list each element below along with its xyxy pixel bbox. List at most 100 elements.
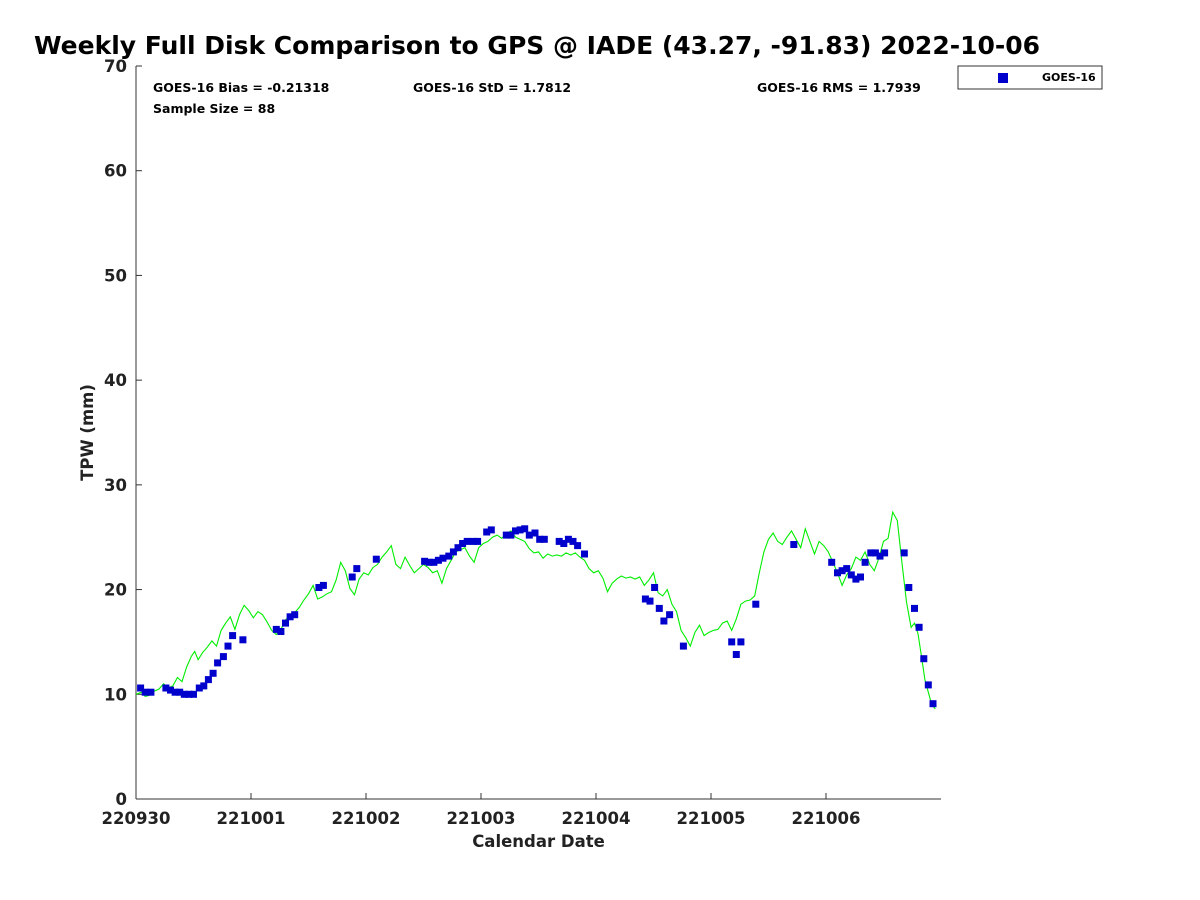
goes16-point [555, 537, 563, 545]
goes16-point [905, 584, 913, 591]
goes16-point [483, 528, 491, 536]
goes16-point [920, 655, 928, 663]
y-tick-label: 70 [104, 57, 127, 76]
goes16-point [881, 549, 889, 557]
goes16-point [536, 535, 544, 543]
goes16-point [867, 549, 875, 557]
goes16-point [560, 540, 568, 547]
goes-series-points [137, 525, 937, 708]
goes16-point [282, 619, 289, 627]
goes16-point [838, 567, 846, 575]
goes16-point [141, 688, 149, 696]
goes16-point [752, 600, 760, 608]
goes16-point [525, 531, 533, 539]
goes16-point [474, 537, 482, 545]
goes16-point [521, 525, 529, 533]
goes16-point [507, 531, 515, 539]
goes16-point [871, 549, 879, 557]
chart-title: Weekly Full Disk Comparison to GPS @ IAD… [34, 31, 1040, 60]
x-axis-label: Calendar Date [472, 832, 605, 851]
stat-rms: GOES-16 RMS = 1.7939 [757, 80, 921, 95]
goes16-point [454, 544, 462, 552]
stat-std: GOES-16 StD = 1.7812 [413, 80, 571, 95]
goes16-point [469, 537, 477, 545]
goes16-point [929, 700, 937, 708]
goes16-point [915, 623, 923, 631]
goes16-point [641, 595, 649, 603]
x-tick-label: 221003 [447, 809, 516, 828]
goes16-point [229, 632, 237, 640]
goes16-point [180, 690, 188, 698]
goes16-point [190, 690, 197, 698]
goes16-point [147, 688, 155, 696]
goes16-point [162, 684, 170, 692]
goes16-point [272, 625, 280, 633]
goes16-point [434, 556, 442, 564]
y-tick-label: 0 [116, 790, 127, 809]
goes16-point [660, 617, 668, 625]
goes16-point [679, 642, 687, 650]
x-tick-label: 221005 [677, 809, 746, 828]
goes16-point [200, 682, 208, 690]
goes16-point [204, 676, 212, 684]
goes16-point [564, 535, 572, 543]
goes16-point [728, 638, 736, 646]
goes16-point [319, 581, 327, 589]
goes16-point [574, 542, 582, 550]
goes16-point [487, 526, 495, 534]
goes16-point [852, 575, 860, 583]
y-tick-label: 50 [104, 266, 127, 285]
goes16-point [843, 565, 851, 573]
goes16-point [171, 688, 179, 696]
goes16-point [737, 638, 745, 646]
x-tick-label: 221001 [217, 809, 286, 828]
goes16-point [214, 659, 222, 667]
goes16-point [291, 611, 299, 619]
goes16-point [425, 558, 433, 566]
goes16-point [195, 684, 203, 692]
y-axis-label: TPW (mm) [78, 384, 97, 481]
goes16-point [286, 613, 294, 621]
x-tick-label: 221004 [562, 809, 631, 828]
goes16-point [315, 584, 323, 591]
goes16-point [828, 558, 836, 566]
y-tick-label: 10 [104, 685, 127, 704]
goes16-point [834, 569, 841, 577]
goes16-point [463, 537, 471, 545]
goes16-point [512, 527, 519, 535]
x-tick-label: 221006 [792, 809, 861, 828]
goes16-point [348, 573, 356, 581]
goes16-point [430, 558, 438, 566]
y-axis-ticks: 0 10 20 30 40 50 60 70 [104, 57, 142, 809]
stat-bias: GOES-16 Bias = -0.21318 [153, 80, 329, 95]
goes16-point [185, 690, 193, 698]
goes16-point [421, 557, 429, 565]
goes16-point [449, 548, 457, 556]
goes16-point [581, 550, 588, 558]
legend-marker-goes16 [998, 73, 1008, 83]
y-tick-label: 40 [104, 371, 127, 390]
stat-sample-size: Sample Size = 88 [153, 101, 275, 116]
goes16-point [439, 554, 447, 562]
legend-box [957, 65, 1103, 90]
goes16-point [516, 526, 524, 534]
goes16-point [857, 573, 864, 581]
goes16-point [900, 549, 908, 557]
legend-label-goes16: GOES-16 [1042, 71, 1096, 84]
goes16-point [790, 541, 798, 548]
goes16-point [137, 684, 145, 692]
goes16-point [732, 651, 740, 658]
goes16-point [655, 604, 663, 612]
goes16-point [569, 537, 577, 545]
goes16-point [372, 555, 380, 563]
x-tick-label: 220930 [102, 809, 171, 828]
y-tick-label: 30 [104, 476, 127, 495]
goes16-point [646, 597, 654, 605]
goes16-point [924, 681, 932, 689]
x-axis-ticks: 220930 221001 221002 221003 221004 221005 2210… [102, 793, 861, 828]
gps-series-line [135, 510, 936, 710]
goes16-point [911, 604, 918, 612]
goes16-point [353, 565, 361, 573]
goes16-point [224, 642, 232, 650]
